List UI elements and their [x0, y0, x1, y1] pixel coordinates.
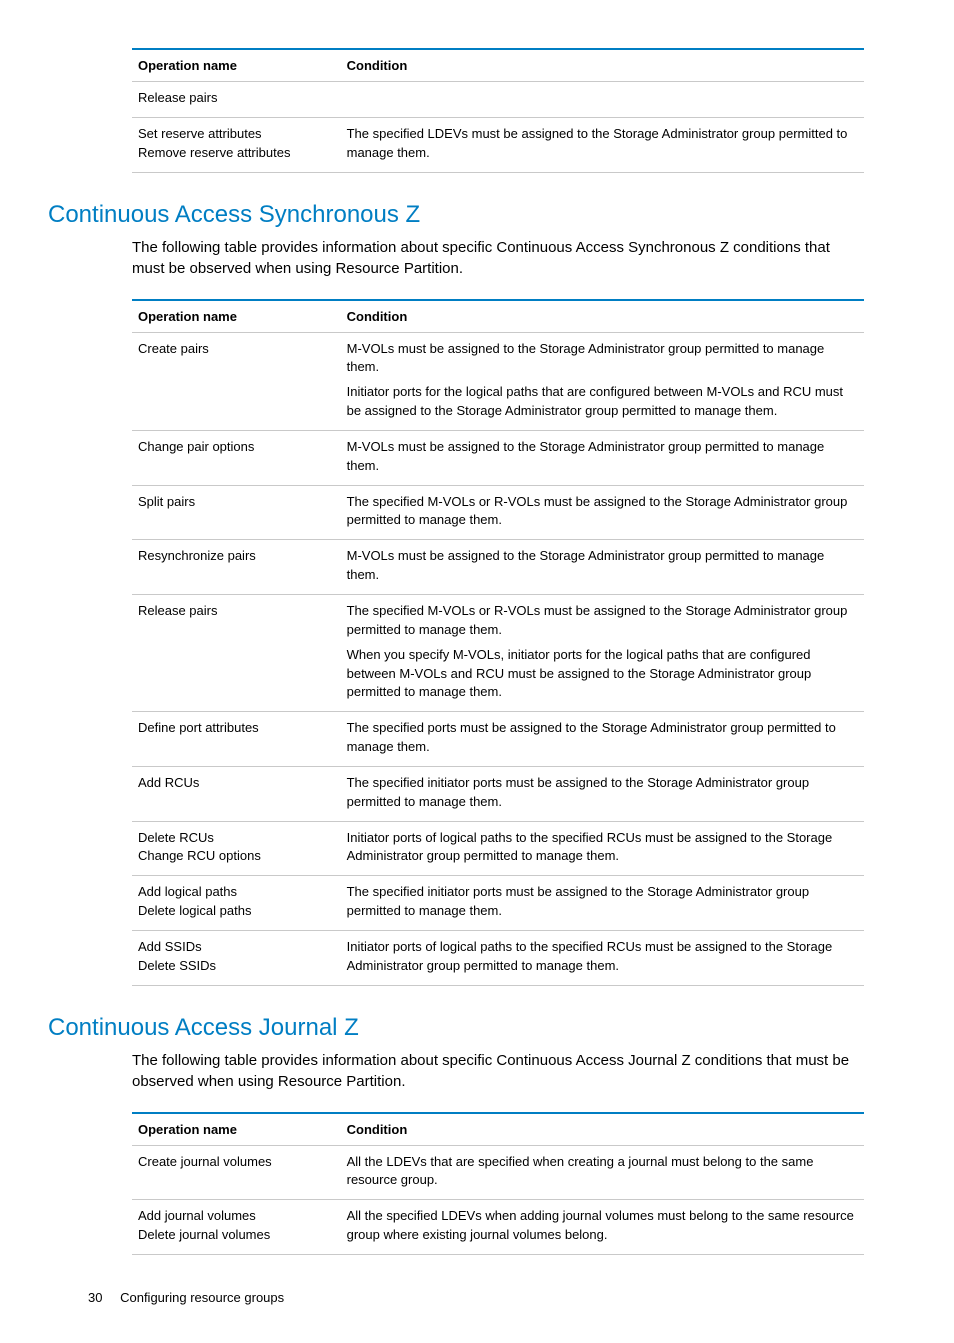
operation-cell: Release pairs: [132, 82, 341, 118]
page-number: 30: [88, 1290, 102, 1305]
operation-text: Split pairs: [138, 493, 335, 512]
condition-cell: M-VOLs must be assigned to the Storage A…: [341, 332, 864, 430]
intro-cas-z: The following table provides information…: [132, 237, 864, 279]
condition-cell: The specified ports must be assigned to …: [341, 712, 864, 767]
table-header-operation: Operation name: [132, 1113, 341, 1146]
operation-text: Set reserve attributes: [138, 125, 335, 144]
operation-text: Delete journal volumes: [138, 1226, 335, 1245]
condition-cell: The specified M-VOLs or R-VOLs must be a…: [341, 485, 864, 540]
operation-text: Define port attributes: [138, 719, 335, 738]
operation-text: Change pair options: [138, 438, 335, 457]
operation-text: Remove reserve attributes: [138, 144, 335, 163]
table-row: Add SSIDsDelete SSIDsInitiator ports of …: [132, 930, 864, 985]
heading-caj-z: Continuous Access Journal Z: [48, 1014, 864, 1042]
condition-text: Initiator ports of logical paths to the …: [347, 829, 858, 867]
condition-text: M-VOLs must be assigned to the Storage A…: [347, 438, 858, 476]
condition-cell: All the specified LDEVs when adding jour…: [341, 1200, 864, 1255]
condition-cell: M-VOLs must be assigned to the Storage A…: [341, 430, 864, 485]
condition-cell: The specified M-VOLs or R-VOLs must be a…: [341, 594, 864, 711]
condition-text: The specified ports must be assigned to …: [347, 719, 858, 757]
operation-text: Create journal volumes: [138, 1153, 335, 1172]
condition-text: All the LDEVs that are specified when cr…: [347, 1153, 858, 1191]
table-row: Define port attributes The specified port…: [132, 712, 864, 767]
operation-cell: Change pair options: [132, 430, 341, 485]
condition-text: When you specify M-VOLs, initiator ports…: [347, 646, 858, 703]
operation-cell: Add RCUs: [132, 766, 341, 821]
condition-cell: The specified initiator ports must be as…: [341, 876, 864, 931]
operation-text: Delete RCUs: [138, 829, 335, 848]
condition-cell: Initiator ports of logical paths to the …: [341, 821, 864, 876]
table-row: Resynchronize pairs M-VOLs must be assign…: [132, 540, 864, 595]
table-header-condition: Condition: [341, 1113, 864, 1146]
operation-cell: Resynchronize pairs: [132, 540, 341, 595]
table-row: Create pairs M-VOLs must be assigned to t…: [132, 332, 864, 430]
table-row: Add RCUs The specified initiator ports mu…: [132, 766, 864, 821]
operation-text: Release pairs: [138, 89, 335, 108]
table-row: Release pairs The specified M-VOLs or R-V…: [132, 594, 864, 711]
condition-text: The specified initiator ports must be as…: [347, 774, 858, 812]
operation-text: Add SSIDs: [138, 938, 335, 957]
condition-text: Initiator ports of logical paths to the …: [347, 938, 858, 976]
condition-cell: M-VOLs must be assigned to the Storage A…: [341, 540, 864, 595]
operation-cell: Set reserve attributesRemove reserve att…: [132, 117, 341, 172]
operation-cell: Add SSIDsDelete SSIDs: [132, 930, 341, 985]
table-header-condition: Condition: [341, 49, 864, 82]
condition-cell: Initiator ports of logical paths to the …: [341, 930, 864, 985]
heading-cas-z: Continuous Access Synchronous Z: [48, 201, 864, 229]
operation-cell: Create journal volumes: [132, 1145, 341, 1200]
page-footer: 30 Configuring resource groups: [88, 1290, 284, 1305]
table-body: Create pairs M-VOLs must be assigned to t…: [132, 332, 864, 985]
table-row: Add logical pathsDelete logical pathsThe…: [132, 876, 864, 931]
table-body: Release pairs Set reserve attributesRemov…: [132, 82, 864, 173]
table-header-operation: Operation name: [132, 49, 341, 82]
table-row: Add journal volumesDelete journal volume…: [132, 1200, 864, 1255]
intro-caj-z: The following table provides information…: [132, 1050, 864, 1092]
table-row: Split pairs The specified M-VOLs or R-VOL…: [132, 485, 864, 540]
operation-cell: Release pairs: [132, 594, 341, 711]
operation-text: Add RCUs: [138, 774, 335, 793]
operation-text: Delete logical paths: [138, 902, 335, 921]
operation-cell: Add logical pathsDelete logical paths: [132, 876, 341, 931]
operation-cell: Delete RCUsChange RCU options: [132, 821, 341, 876]
table-cas-z: Operation name Condition Create pairs M-V…: [132, 299, 864, 986]
operation-cell: Define port attributes: [132, 712, 341, 767]
table-body: Create journal volumes All the LDEVs that…: [132, 1145, 864, 1254]
table-row: Change pair options M-VOLs must be assign…: [132, 430, 864, 485]
operation-text: Resynchronize pairs: [138, 547, 335, 566]
operation-cell: Create pairs: [132, 332, 341, 430]
condition-text: The specified M-VOLs or R-VOLs must be a…: [347, 602, 858, 640]
operation-text: Release pairs: [138, 602, 335, 621]
condition-text: Initiator ports for the logical paths th…: [347, 383, 858, 421]
chapter-title: Configuring resource groups: [120, 1290, 284, 1305]
table-resource-conditions-1: Operation name Condition Release pairs Se…: [132, 48, 864, 173]
operation-text: Add journal volumes: [138, 1207, 335, 1226]
table-row: Set reserve attributesRemove reserve att…: [132, 117, 864, 172]
operation-text: Change RCU options: [138, 847, 335, 866]
condition-text: The specified LDEVs must be assigned to …: [347, 125, 858, 163]
table-header-operation: Operation name: [132, 300, 341, 333]
table-row: Create journal volumes All the LDEVs that…: [132, 1145, 864, 1200]
condition-cell: The specified LDEVs must be assigned to …: [341, 117, 864, 172]
table-header-condition: Condition: [341, 300, 864, 333]
table-caj-z: Operation name Condition Create journal …: [132, 1112, 864, 1255]
condition-cell: All the LDEVs that are specified when cr…: [341, 1145, 864, 1200]
condition-text: M-VOLs must be assigned to the Storage A…: [347, 547, 858, 585]
operation-text: Delete SSIDs: [138, 957, 335, 976]
condition-text: The specified initiator ports must be as…: [347, 883, 858, 921]
operation-text: Create pairs: [138, 340, 335, 359]
table-row: Delete RCUsChange RCU optionsInitiator p…: [132, 821, 864, 876]
condition-text: All the specified LDEVs when adding jour…: [347, 1207, 858, 1245]
condition-cell: [341, 82, 864, 118]
condition-cell: The specified initiator ports must be as…: [341, 766, 864, 821]
operation-text: Add logical paths: [138, 883, 335, 902]
condition-text: M-VOLs must be assigned to the Storage A…: [347, 340, 858, 378]
table-row: Release pairs: [132, 82, 864, 118]
operation-cell: Add journal volumesDelete journal volume…: [132, 1200, 341, 1255]
operation-cell: Split pairs: [132, 485, 341, 540]
condition-text: The specified M-VOLs or R-VOLs must be a…: [347, 493, 858, 531]
